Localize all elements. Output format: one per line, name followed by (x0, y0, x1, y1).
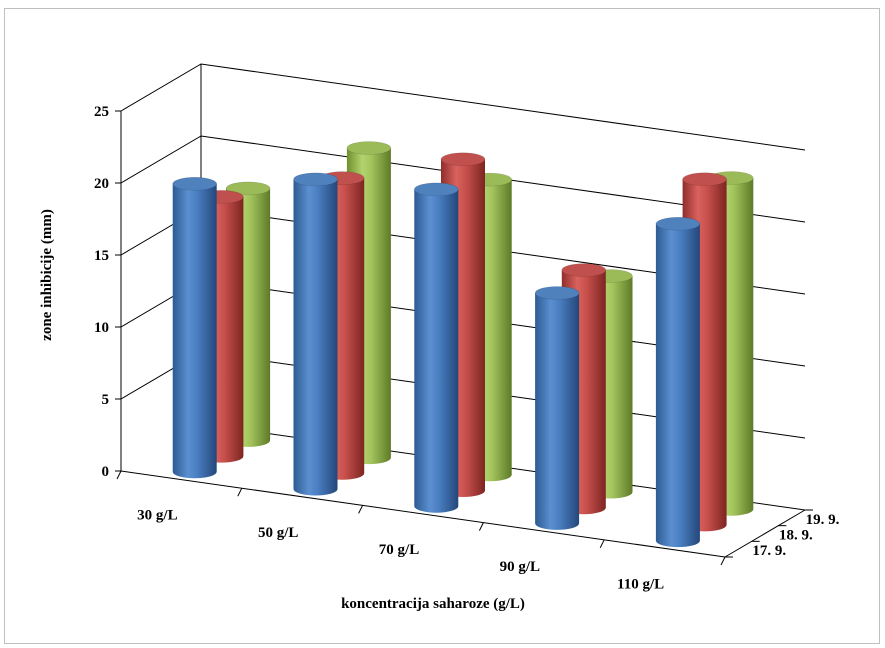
depth-tick-label: 18. 9. (779, 528, 813, 544)
bar-body (172, 183, 217, 479)
x-tick-mark (478, 522, 484, 531)
bar-body (293, 179, 338, 496)
bar-top (346, 141, 392, 155)
labels-layer: 0 5 10 15 20 25 30 g/L 50 g/L 70 g/L 90 g/L 110 g/… (94, 104, 840, 592)
bar-17-9-cat-2 (413, 182, 459, 513)
y-tick-label: 0 (102, 464, 110, 480)
x-tick-label: 30 g/L (137, 508, 177, 524)
depth-tick-label: 19. 9. (806, 512, 840, 528)
bar-17-9-cat-3 (534, 286, 580, 530)
x-tick-label: 70 g/L (379, 542, 419, 558)
bar-top (561, 263, 607, 277)
y-tick-label: 10 (94, 320, 109, 336)
gridline (120, 63, 806, 151)
y-tick-label: 5 (102, 392, 110, 408)
bars-layer (172, 141, 754, 548)
x-tick-mark (599, 539, 605, 549)
y-axis-title: zone inhibicije (mm) (39, 209, 55, 341)
x-tick-label: 50 g/L (258, 525, 298, 541)
x-tick-label: 90 g/L (500, 559, 540, 575)
x-tick-mark (116, 470, 122, 480)
bar-top (534, 286, 580, 300)
bar-17-9-cat-0 (172, 177, 217, 479)
bar-top (172, 177, 217, 191)
y-tick-label: 25 (94, 104, 109, 120)
x-axis-title: koncentracija saharoze (g/L) (341, 596, 525, 612)
bar-top (293, 172, 338, 187)
depth-tick-label: 17. 9. (752, 543, 786, 559)
bar-body (655, 223, 700, 548)
bar-top (655, 217, 701, 231)
y-tick-label: 15 (94, 248, 109, 264)
axes-layer (115, 110, 813, 566)
x-tick-mark (237, 487, 243, 497)
chart-frame: 0 5 10 15 20 25 30 g/L 50 g/L 70 g/L 90 g/L 110 g/… (4, 8, 880, 644)
chart-canvas: 0 5 10 15 20 25 30 g/L 50 g/L 70 g/L 90 g/L 110 g/… (39, 63, 840, 612)
x-axis-line (120, 470, 726, 558)
depth-axis-line (724, 509, 806, 558)
x-tick-mark (720, 556, 726, 566)
x-tick-label: 110 g/L (617, 576, 664, 592)
bar-17-9-cat-1 (293, 172, 338, 496)
bar-17-9-cat-4 (655, 217, 701, 548)
bar-top (440, 152, 486, 167)
bar-top (682, 172, 727, 187)
y-tick-label: 20 (94, 176, 109, 192)
bar-body (414, 189, 459, 513)
x-tick-mark (358, 505, 364, 514)
bar-top (413, 182, 459, 197)
bar-body (535, 293, 580, 530)
bar-top (225, 181, 271, 196)
